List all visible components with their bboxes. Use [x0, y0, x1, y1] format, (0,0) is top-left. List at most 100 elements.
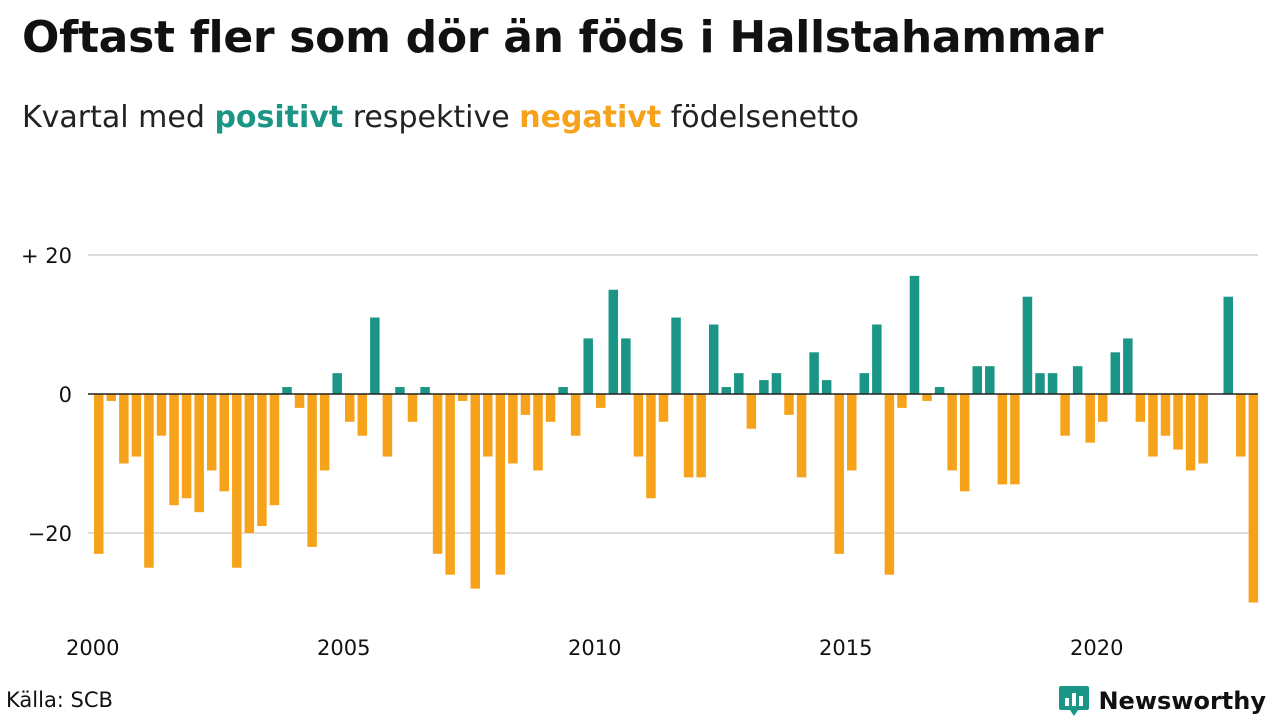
bar [947, 394, 957, 471]
bar [570, 394, 581, 436]
bar [771, 373, 782, 394]
bar [746, 394, 757, 429]
bar [106, 394, 117, 401]
chart-title: Oftast fler som dör än föds i Hallstaham… [22, 12, 1104, 63]
subtitle-negative-word: negativt [519, 100, 662, 135]
source-note: Källa: SCB [6, 688, 113, 712]
bar [156, 394, 167, 436]
bar [1173, 394, 1183, 450]
bar [357, 394, 368, 436]
bar [508, 394, 518, 464]
bar [395, 387, 405, 394]
bar [959, 394, 970, 492]
bar [232, 394, 242, 568]
bar [520, 394, 531, 415]
bar [483, 394, 493, 457]
brand: Newsworthy [1058, 684, 1266, 718]
bar [734, 373, 744, 394]
bar [495, 394, 506, 575]
bar [420, 387, 430, 394]
bar [319, 394, 330, 471]
bar [169, 394, 179, 506]
bar [470, 394, 480, 589]
bar [821, 380, 832, 394]
bar [658, 394, 669, 422]
bar [1022, 296, 1033, 394]
bar [834, 394, 844, 554]
bar [708, 324, 719, 394]
bar [545, 394, 556, 422]
newsworthy-logo-icon [1059, 686, 1090, 716]
bar [809, 352, 819, 394]
bar [596, 394, 606, 408]
bar [646, 394, 656, 499]
y-tick-label: + 20 [21, 244, 72, 268]
bar [144, 394, 154, 568]
bar [269, 394, 280, 506]
bar [457, 394, 468, 401]
bar [1072, 366, 1083, 394]
bar [922, 394, 932, 401]
bar [1047, 373, 1058, 394]
bar [445, 394, 455, 575]
bar [583, 338, 593, 394]
bar [407, 394, 418, 422]
bar [872, 324, 882, 394]
bar [859, 373, 870, 394]
bar [1236, 394, 1246, 457]
bar [370, 317, 380, 394]
bar [608, 289, 619, 394]
bar [257, 394, 267, 527]
bar [721, 387, 731, 394]
x-tick-label: 2020 [1070, 636, 1123, 660]
bar [671, 317, 681, 394]
bar [345, 394, 355, 422]
bar [997, 394, 1008, 485]
bar [1223, 296, 1233, 394]
brand-name: Newsworthy [1098, 687, 1266, 715]
bar [1185, 394, 1196, 471]
bar [985, 366, 995, 394]
bar [332, 373, 342, 394]
subtitle-positive-word: positivt [214, 100, 344, 135]
bar [633, 394, 644, 457]
x-tick-label: 2015 [819, 636, 872, 660]
bar [194, 394, 204, 513]
bar [696, 394, 706, 478]
bar [1060, 394, 1070, 436]
bar [784, 394, 794, 415]
x-tick-label: 2000 [66, 636, 119, 660]
bar [219, 394, 229, 492]
bar [884, 394, 895, 575]
bar [1085, 394, 1095, 443]
bar [119, 394, 129, 464]
bar [533, 394, 543, 471]
y-tick-label: −20 [28, 522, 72, 546]
bar [1123, 338, 1133, 394]
subtitle-prefix: Kvartal med [22, 100, 205, 135]
x-tick-label: 2010 [568, 636, 621, 660]
bar [1248, 394, 1259, 603]
bar [621, 338, 631, 394]
bar [1135, 394, 1146, 422]
y-tick-label: 0 [59, 383, 72, 407]
bar [558, 387, 568, 394]
chart-subtitle: Kvartal med positivt respektive negativt… [22, 100, 859, 135]
bar [294, 394, 305, 408]
bar [1010, 394, 1020, 485]
bar [1160, 394, 1171, 436]
bar [972, 366, 982, 394]
bar [934, 387, 945, 394]
bar [897, 394, 907, 408]
bar [94, 394, 104, 554]
bar [683, 394, 694, 478]
subtitle-suffix: födelsenetto [670, 100, 859, 135]
bar [131, 394, 142, 457]
bar [1198, 394, 1208, 464]
bar [1098, 394, 1108, 422]
bar [432, 394, 443, 554]
bar [181, 394, 192, 499]
bar [796, 394, 807, 478]
bar [759, 380, 769, 394]
